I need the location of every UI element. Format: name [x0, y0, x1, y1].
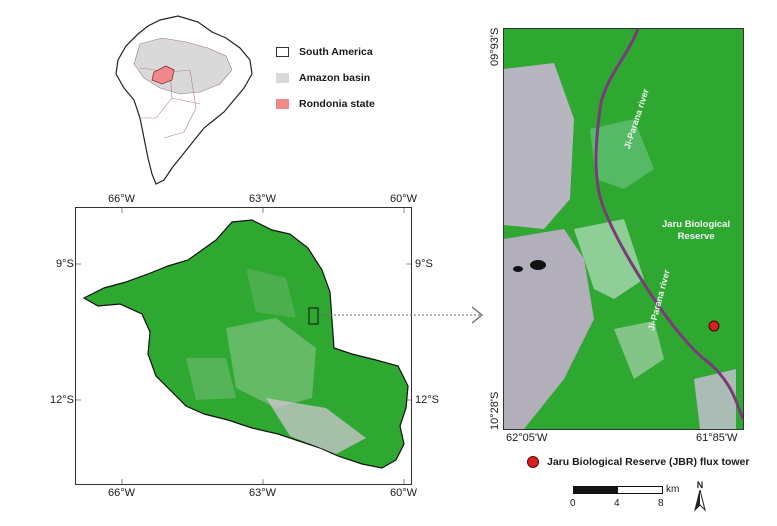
legend-item-south-america: South America: [276, 46, 375, 58]
north-arrow: N: [688, 480, 712, 516]
lon-label-top-63w: 63°W: [249, 193, 277, 205]
ji-parana-river: [594, 29, 743, 420]
cleared-area: [504, 63, 574, 229]
reserve-label: Jaru Biological Reserve: [662, 219, 730, 243]
flux-tower-marker: [708, 320, 720, 332]
lon-label-bottom-63w: 63°W: [249, 487, 277, 499]
rondonia-state: [151, 65, 175, 85]
north-arrow-label: N: [696, 480, 704, 490]
scale-tick-0: 0: [570, 498, 576, 509]
reserve-label-line2: Reserve: [677, 231, 715, 242]
legend-item-amazon-basin: Amazon basin: [276, 72, 375, 84]
legend-swatch-rondonia: [276, 99, 289, 109]
deforestation-patch: [266, 398, 366, 454]
detail-map-frame: Ji-Parana river Ji-Parana river Jaru Bio…: [503, 28, 744, 430]
lon-label-left: 62°05'W: [506, 432, 548, 444]
lon-label-bottom-66w: 66°W: [108, 487, 136, 499]
lat-label-left-12s: 12°S: [50, 394, 74, 406]
tower-legend: Jaru Biological Reserve (JBR) flux tower: [527, 456, 749, 468]
lon-label-bottom-60w: 60°W: [390, 487, 418, 499]
scale-bar: [573, 486, 663, 494]
scale-bar-segment-dark: [574, 487, 618, 493]
north-arrow-icon: [694, 489, 706, 512]
lat-label-right-12s: 12°S: [415, 394, 439, 406]
south-america-inset-map: [115, 15, 253, 185]
scale-tick-8: 8: [658, 498, 664, 509]
dark-patch: [530, 260, 546, 270]
lat-label-left-9s: 9°S: [56, 258, 74, 270]
tower-legend-label: Jaru Biological Reserve (JBR) flux tower: [547, 456, 750, 468]
cleared-area: [504, 229, 594, 429]
cleared-area: [614, 321, 664, 379]
lat-label-bottom: 10°28'S: [489, 391, 501, 430]
deforestation-patch: [226, 318, 316, 408]
map-legend: South America Amazon basin Rondonia stat…: [276, 46, 375, 110]
connector-arrowhead: [471, 306, 483, 324]
legend-label: Rondonia state: [299, 98, 375, 110]
cleared-area: [590, 119, 654, 189]
legend-item-rondonia: Rondonia state: [276, 98, 375, 110]
lat-label-right-9s: 9°S: [415, 258, 433, 270]
legend-swatch-south-america: [276, 47, 289, 57]
legend-label: South America: [299, 46, 373, 58]
reserve-label-line1: Jaru Biological: [662, 219, 731, 230]
dark-patch: [513, 266, 523, 272]
legend-label: Amazon basin: [299, 72, 371, 84]
cleared-area: [574, 219, 644, 299]
lon-label-top-60w: 60°W: [390, 193, 418, 205]
detail-satellite-image: [504, 29, 743, 429]
legend-swatch-amazon-basin: [276, 73, 289, 83]
lat-label-top: 09°93'S: [489, 27, 501, 66]
state-map-frame: [75, 207, 412, 485]
scale-bar-segment-light: [618, 487, 662, 493]
lon-label-right: 61°85'W: [696, 432, 738, 444]
cleared-area: [694, 369, 736, 429]
deforestation-patch: [186, 358, 236, 400]
tower-legend-dot: [527, 456, 539, 468]
study-area-box: [308, 307, 319, 325]
deforestation-patch: [246, 268, 296, 318]
south-america-outline: [115, 15, 253, 185]
scale-unit: km: [666, 484, 680, 495]
scale-tick-4: 4: [614, 498, 620, 509]
zoom-connector: [318, 306, 483, 324]
rondonia-satellite-map: [76, 208, 411, 484]
lon-label-top-66w: 66°W: [108, 193, 136, 205]
